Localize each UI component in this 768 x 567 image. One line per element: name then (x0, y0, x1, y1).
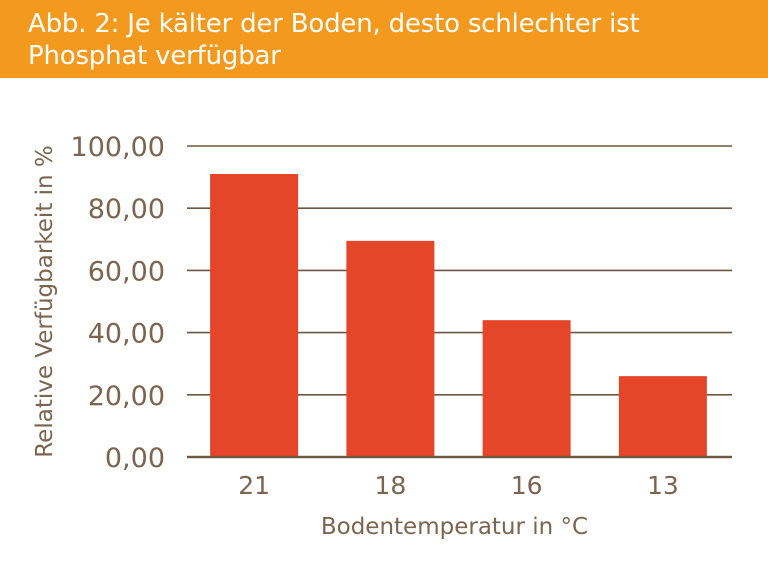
bar-13 (618, 376, 707, 457)
x-tick-label: 18 (374, 471, 406, 500)
x-tick-label: 16 (511, 471, 543, 500)
y-tick-label: 0,00 (105, 443, 165, 474)
chart-area: 0,00 20,00 40,00 60,00 80,00 100,00 21 18 16 13 Bo… (0, 78, 768, 563)
chart-title-banner: Abb. 2: Je kälter der Boden, desto schle… (0, 0, 768, 78)
x-tick-label: 21 (238, 471, 270, 500)
bar-16 (482, 320, 571, 457)
y-tick-label: 80,00 (88, 194, 165, 225)
bar-18 (346, 240, 435, 457)
y-tick-label: 100,00 (71, 132, 165, 163)
y-tick-label: 40,00 (88, 319, 165, 350)
bar-chart: 0,00 20,00 40,00 60,00 80,00 100,00 21 18 16 13 Bo… (32, 132, 732, 540)
bar-21 (210, 173, 299, 457)
x-axis-label: Bodentemperatur in °C (321, 514, 588, 540)
x-tick-label: 13 (647, 471, 679, 500)
chart-title: Abb. 2: Je kälter der Boden, desto schle… (28, 9, 640, 71)
y-tick-label: 60,00 (88, 256, 165, 287)
y-tick-label: 20,00 (88, 381, 165, 412)
y-axis-label: Relative Verfügbarkeit in % (32, 145, 58, 458)
